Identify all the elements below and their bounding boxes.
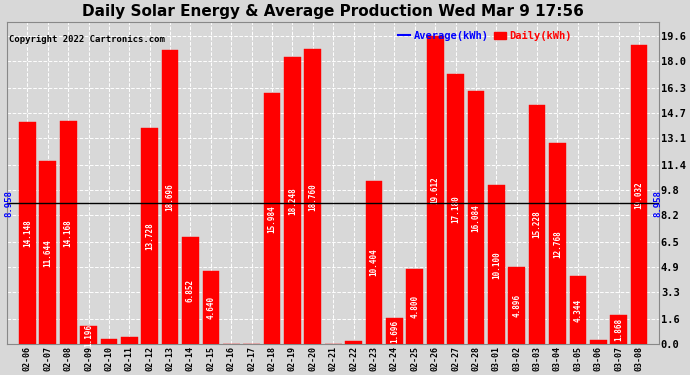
Bar [611,315,627,345]
Text: 13.728: 13.728 [145,222,155,250]
Bar [121,337,138,345]
Text: 8.958: 8.958 [653,190,662,217]
Bar [468,91,484,345]
Text: 6.852: 6.852 [186,279,195,302]
Bar [80,326,97,345]
Bar [60,122,77,345]
Text: 19.612: 19.612 [431,176,440,204]
Bar [447,74,464,345]
Bar [386,318,403,345]
Bar [264,93,280,345]
Text: 18.696: 18.696 [166,183,175,211]
Bar [427,36,444,345]
Bar [529,105,546,345]
Text: 14.168: 14.168 [63,219,72,247]
Bar [304,49,321,345]
Text: 11.644: 11.644 [43,239,52,267]
Bar [549,144,566,345]
Text: 15.984: 15.984 [268,205,277,232]
Text: 18.760: 18.760 [308,183,317,211]
Text: 1.196: 1.196 [84,324,93,346]
Text: 4.344: 4.344 [573,299,582,322]
Text: 4.640: 4.640 [206,296,215,320]
Bar [182,237,199,345]
Text: 10.404: 10.404 [370,249,379,276]
Text: 4.896: 4.896 [512,294,521,318]
Bar [488,186,504,345]
Text: 17.180: 17.180 [451,195,460,223]
Text: 12.768: 12.768 [553,230,562,258]
Legend: Average(kWh), Daily(kWh): Average(kWh), Daily(kWh) [394,27,576,45]
Text: 15.228: 15.228 [533,211,542,238]
Bar [101,339,117,345]
Text: Copyright 2022 Cartronics.com: Copyright 2022 Cartronics.com [9,34,165,44]
Bar [569,276,586,345]
Text: 16.084: 16.084 [471,204,480,232]
Text: 18.248: 18.248 [288,187,297,214]
Text: 8.958: 8.958 [5,190,14,217]
Bar [141,128,158,345]
Bar [631,45,647,345]
Text: 10.100: 10.100 [492,251,501,279]
Text: 19.032: 19.032 [635,181,644,209]
Text: 14.148: 14.148 [23,219,32,247]
Bar [161,50,179,345]
Bar [345,341,362,345]
Title: Daily Solar Energy & Average Production Wed Mar 9 17:56: Daily Solar Energy & Average Production … [82,4,584,19]
Bar [284,57,301,345]
Bar [366,181,382,345]
Text: 1.696: 1.696 [390,320,399,343]
Text: 4.800: 4.800 [411,295,420,318]
Bar [39,161,56,345]
Bar [203,272,219,345]
Bar [590,340,607,345]
Bar [19,122,36,345]
Text: 1.868: 1.868 [614,318,623,341]
Bar [509,267,525,345]
Bar [406,269,423,345]
